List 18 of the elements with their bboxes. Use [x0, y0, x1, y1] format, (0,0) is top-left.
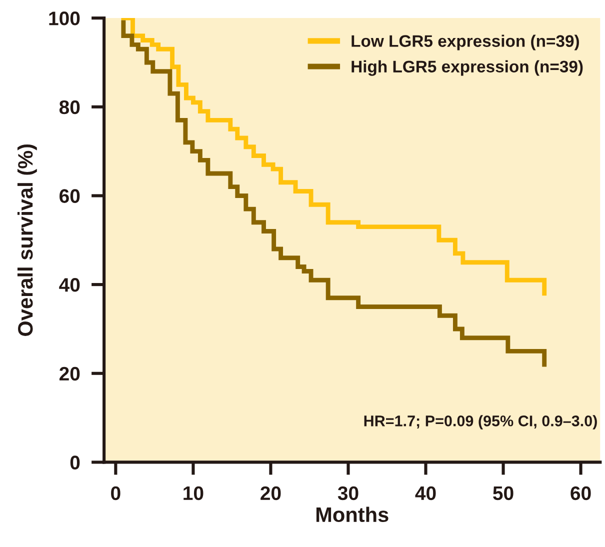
x-tick-label: 60 — [570, 486, 591, 500]
y-tick-label: 0 — [70, 456, 80, 470]
y-tick-label: 80 — [59, 100, 80, 114]
x-tick-label: 50 — [493, 486, 514, 500]
legend-label: Low LGR5 expression (n=39) — [352, 34, 579, 50]
y-tick-label: 40 — [59, 278, 80, 292]
x-tick-label: 30 — [338, 486, 358, 500]
legend-label: High LGR5 expression (n=39) — [352, 60, 583, 76]
y-axis-title: Overall survival (%) — [17, 144, 37, 336]
x-tick-label: 20 — [260, 486, 281, 500]
y-tick-label: 20 — [59, 366, 80, 381]
x-tick-label: 40 — [415, 486, 436, 500]
y-tick-label: 60 — [60, 189, 80, 203]
y-tick-label: 100 — [49, 12, 80, 26]
x-axis-title: Months — [316, 506, 388, 522]
annotation: HR=1.7; P=0.09 (95% CI, 0.9–3.0) — [364, 415, 597, 430]
x-tick-label: 10 — [184, 486, 204, 500]
x-tick-label: 0 — [111, 486, 120, 500]
